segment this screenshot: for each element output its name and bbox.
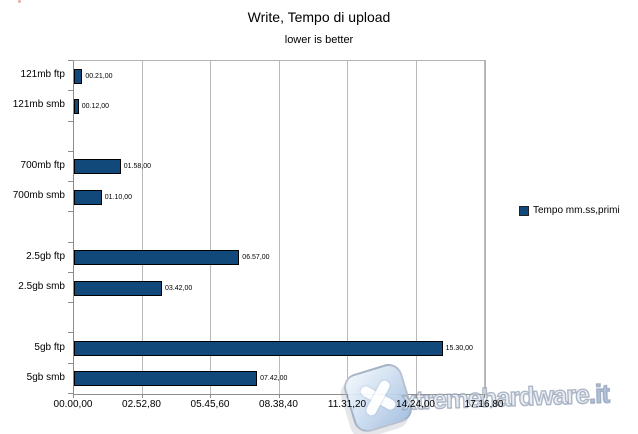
x-axis-label: 02.52,80 xyxy=(122,399,161,410)
x-axis-label: 08.38,40 xyxy=(259,399,298,410)
x-axis-tick xyxy=(210,394,211,398)
x-axis-label: 17.16,80 xyxy=(464,399,504,410)
bar-value-label: 00.21,00 xyxy=(85,72,113,80)
gridline xyxy=(415,61,417,394)
category-axis-tick xyxy=(68,121,73,122)
category-label: 2.5gb ftp xyxy=(26,250,65,262)
category-axis-tick xyxy=(68,363,73,364)
gridline xyxy=(347,61,348,394)
chart-title: Write, Tempo di upload xyxy=(247,9,391,25)
gridline xyxy=(210,61,211,394)
category-axis-tick xyxy=(68,332,73,333)
category-label: 700mb ftp xyxy=(20,159,65,171)
bar-value-label: 07.42,00 xyxy=(260,375,288,383)
x-axis-tick xyxy=(141,394,143,398)
category-axis-tick xyxy=(68,242,73,243)
bar-value-label: 01.58,00 xyxy=(123,163,152,171)
x-axis-label: 00.00,00 xyxy=(53,399,93,410)
category-axis-tick xyxy=(68,211,73,212)
legend-swatch-icon xyxy=(519,205,529,216)
bar-2-5gb-smb xyxy=(74,280,162,296)
bar-121mb-smb xyxy=(74,98,79,114)
x-axis-tick xyxy=(484,394,485,398)
category-label: 700mb smb xyxy=(12,190,65,202)
bar-121mb-ftp xyxy=(74,68,83,84)
bar-value-label: 00.12,00 xyxy=(81,102,109,110)
plot-area: 00.21,00 00.12,00 01.58,00 01.10,00 06.57,00… xyxy=(73,60,486,395)
screen-artifact-dot xyxy=(18,0,21,3)
bar-700mb-ftp xyxy=(74,159,121,175)
chart-subtitle: lower is better xyxy=(284,34,354,46)
x-axis-label: 11.31,20 xyxy=(327,399,367,410)
x-axis-tick xyxy=(278,394,280,398)
category-axis-tick xyxy=(68,181,73,182)
bar-700mb-smb xyxy=(74,189,102,205)
legend-label: Tempo mm.ss,primi xyxy=(533,205,620,216)
x-axis-label: 14.24,00 xyxy=(396,399,435,410)
category-axis-tick xyxy=(68,393,73,394)
x-axis-label: 05.45,60 xyxy=(190,399,230,410)
bar-value-label: 15.30,00 xyxy=(445,345,473,353)
x-axis-tick xyxy=(73,394,74,398)
category-label: 121mb smb xyxy=(12,99,65,111)
category-axis-tick xyxy=(68,90,73,91)
category-axis-tick xyxy=(68,302,73,303)
bar-2-5gb-ftp xyxy=(74,250,240,266)
legend: Tempo mm.ss,primi xyxy=(519,205,620,216)
watermark-tld: .it xyxy=(588,378,611,410)
bar-5gb-ftp xyxy=(74,341,443,357)
category-axis-tick xyxy=(68,151,73,152)
category-label: 5gb ftp xyxy=(34,341,65,353)
category-label: 5gb smb xyxy=(26,371,65,383)
gridline xyxy=(484,61,485,394)
gridline xyxy=(278,61,280,394)
category-label: 2.5gb smb xyxy=(18,281,65,293)
category-label: 121mb ftp xyxy=(20,69,65,81)
x-axis-tick xyxy=(415,394,417,398)
x-axis-tick xyxy=(347,394,348,398)
bar-5gb-smb xyxy=(74,371,258,387)
category-axis-tick xyxy=(68,60,73,61)
bar-value-label: 03.42,00 xyxy=(165,284,193,292)
bar-value-label: 06.57,00 xyxy=(242,254,270,262)
bar-value-label: 01.10,00 xyxy=(104,193,132,201)
category-axis-tick xyxy=(68,272,73,273)
gridline xyxy=(141,61,143,394)
